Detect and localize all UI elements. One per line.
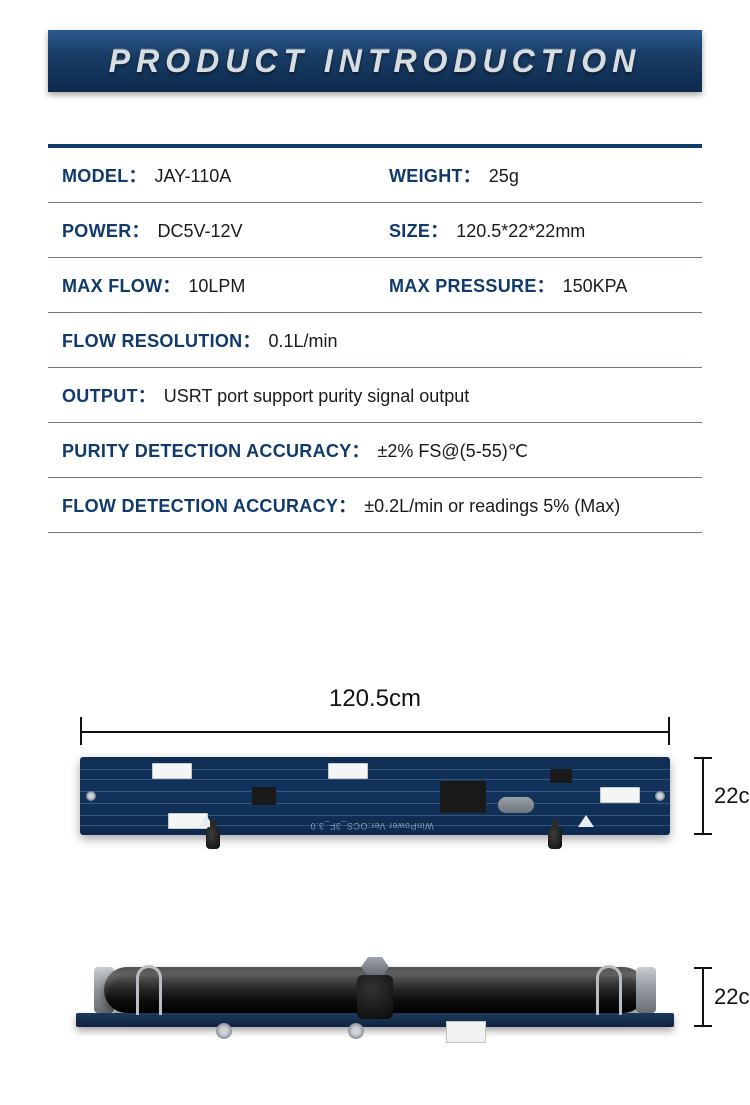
hose-barb [548,825,562,853]
spec-value: 25g [489,166,519,187]
spec-label: POWER [62,221,132,242]
pcb-top-view: WinPower Ver:OCS_3F_3.0 22cm [56,749,694,869]
page-title: PRODUCT INTRODUCTION [109,43,641,80]
center-fitting [353,957,397,1019]
connector [600,787,640,803]
retaining-clip [136,965,162,1015]
spec-cell: SIZE：120.5*22*22mm [375,203,702,257]
spec-row: OUTPUT：USRT port support purity signal o… [48,368,702,423]
spec-value: 120.5*22*22mm [456,221,585,242]
dimension-height2-label: 22cm [714,984,750,1010]
pcb-board: WinPower Ver:OCS_3F_3.0 [80,757,670,835]
spec-label: FLOW DETECTION ACCURACY [62,496,338,517]
pcb-silkscreen-text: WinPower Ver:OCS_3F_3.0 [310,821,434,831]
spec-label: MAX FLOW [62,276,162,297]
product-diagram: 120.5cm WinPower Ver:OCS_3F_3.0 22cm 22c… [0,685,750,1049]
pcb-side-view: 22cm [56,929,694,1049]
spec-label: MODEL [62,166,129,187]
spec-value: 150KPA [563,276,628,297]
spec-row: PURITY DETECTION ACCURACY：±2% FS@(5-55)℃ [48,423,702,478]
spec-cell: PURITY DETECTION ACCURACY：±2% FS@(5-55)℃ [48,423,702,477]
spec-value: 10LPM [188,276,245,297]
ic-chip [252,787,276,805]
ic-chip [550,769,572,783]
spec-cell: OUTPUT：USRT port support purity signal o… [48,368,702,422]
spec-row: POWER：DC5V-12VSIZE：120.5*22*22mm [48,203,702,258]
spec-value: USRT port support purity signal output [164,386,470,407]
spec-cell: FLOW DETECTION ACCURACY：±0.2L/min or rea… [48,478,702,532]
ic-chip [440,781,486,813]
pcb-trace [80,779,670,780]
spec-cell: POWER：DC5V-12V [48,203,375,257]
dimension-height-1: 22cm [694,757,738,835]
dimension-height1-label: 22cm [714,783,750,809]
spec-value: ±2% FS@(5-55)℃ [378,441,528,462]
pcb-trace [80,791,670,792]
spec-row: MAX FLOW：10LPMMAX PRESSURE：150KPA [48,258,702,313]
dimension-height-2: 22cm [694,967,738,1027]
spec-row: FLOW RESOLUTION：0.1L/min [48,313,702,368]
spec-value: DC5V-12V [158,221,243,242]
spec-cell: MODEL：JAY-110A [48,148,375,202]
port [216,1023,232,1039]
connector [446,1021,486,1043]
spec-value: 0.1L/min [268,331,337,352]
connector [152,763,192,779]
dimension-width-label: 120.5cm [56,685,694,717]
spec-label: WEIGHT [389,166,463,187]
port [348,1023,364,1039]
mounting-hole [86,791,96,801]
mounting-hole [655,791,665,801]
spec-value: JAY-110A [155,166,232,187]
spec-label: OUTPUT [62,386,138,407]
spec-cell: MAX FLOW：10LPM [48,258,375,312]
crystal-oscillator [498,797,534,813]
spec-cell: FLOW RESOLUTION：0.1L/min [48,313,702,367]
spec-value: ±0.2L/min or readings 5% (Max) [364,496,620,517]
dimension-width: 120.5cm [56,685,694,743]
spec-row: MODEL：JAY-110AWEIGHT：25g [48,148,702,203]
dimension-width-bar [56,717,694,747]
spec-cell: MAX PRESSURE：150KPA [375,258,702,312]
pcb-trace [80,803,670,804]
title-banner: PRODUCT INTRODUCTION [48,30,702,92]
spec-label: FLOW RESOLUTION [62,331,242,352]
spec-cell: WEIGHT：25g [375,148,702,202]
tube-cap-right [636,967,656,1013]
hose-barb [206,825,220,853]
connector [328,763,368,779]
retaining-clip [596,965,622,1015]
spec-table: MODEL：JAY-110AWEIGHT：25gPOWER：DC5V-12VSI… [48,144,702,533]
spec-label: PURITY DETECTION ACCURACY [62,441,352,462]
spec-label: SIZE [389,221,430,242]
spec-label: MAX PRESSURE [389,276,537,297]
flow-arrow-icon [578,815,594,827]
spec-row: FLOW DETECTION ACCURACY：±0.2L/min or rea… [48,478,702,533]
